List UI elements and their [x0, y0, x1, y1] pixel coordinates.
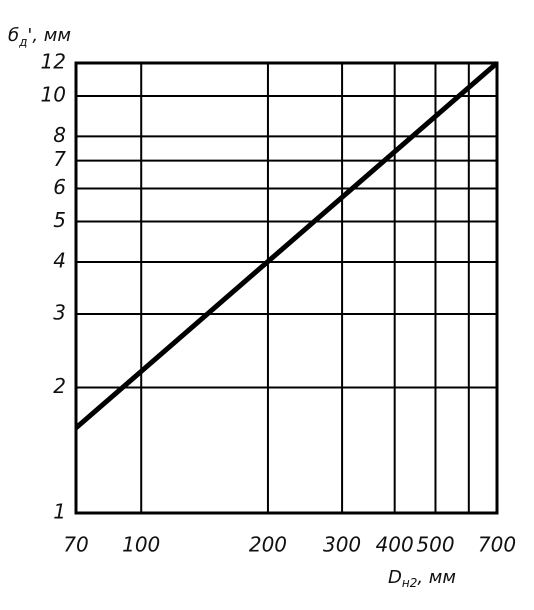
y-tick-label: 1 [53, 500, 66, 524]
x-tick-label: 200 [249, 533, 287, 557]
x-tick-label: 100 [122, 533, 160, 557]
y-tick-label: 2 [53, 374, 66, 398]
y-tick-label: 8 [53, 123, 66, 147]
x-tick-label: 300 [323, 533, 361, 557]
x-tick-label: 500 [416, 533, 454, 557]
plot-frame [74, 61, 499, 515]
y-tick-label: 10 [41, 83, 66, 107]
y-tick-label: 4 [53, 248, 66, 272]
x-tick-label: 70 [63, 533, 88, 557]
y-tick-label: 7 [53, 147, 66, 171]
y-tick-label: 3 [53, 301, 66, 325]
y-tick-label: 5 [53, 208, 66, 232]
y-tick-label: 6 [53, 175, 66, 199]
x-axis-label: Dн2, мм [388, 567, 456, 590]
y-tick-label: 12 [41, 50, 66, 74]
data-line [74, 61, 499, 430]
y-axis-label: бд', мм [8, 25, 71, 49]
x-tick-label: 400 [376, 533, 414, 557]
x-tick-label: 700 [478, 533, 516, 557]
